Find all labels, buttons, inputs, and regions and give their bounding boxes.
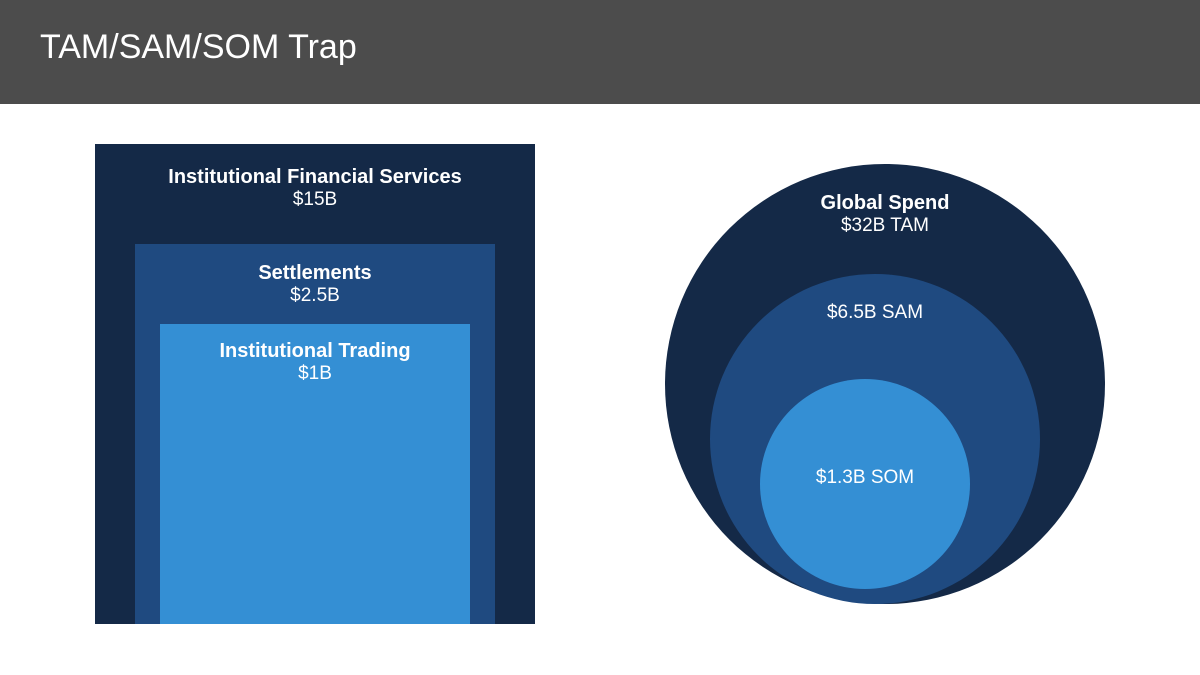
circle-inner: $1.3B SOM [760,379,970,589]
header-bar: TAM/SAM/SOM Trap [0,0,1200,104]
square-inner-label: Institutional Trading [160,340,470,363]
square-middle-value: $2.5B [135,285,495,307]
circle-outer-label: Global Spend [665,192,1105,215]
nested-circles-diagram: Global Spend $32B TAM $6.5B SAM $1.3B SO… [665,144,1105,624]
content-area: Institutional Financial Services $15B Se… [0,104,1200,675]
square-inner: Institutional Trading $1B [160,324,470,624]
page-title: TAM/SAM/SOM Trap [40,28,357,66]
nested-squares-diagram: Institutional Financial Services $15B Se… [95,144,535,624]
circle-middle-value: $6.5B SAM [710,302,1040,324]
circle-inner-value: $1.3B SOM [760,467,970,489]
square-outer-value: $15B [95,189,535,211]
circle-outer-value: $32B TAM [665,215,1105,237]
square-inner-value: $1B [160,363,470,385]
square-middle-label: Settlements [135,262,495,285]
square-outer-label: Institutional Financial Services [95,166,535,189]
